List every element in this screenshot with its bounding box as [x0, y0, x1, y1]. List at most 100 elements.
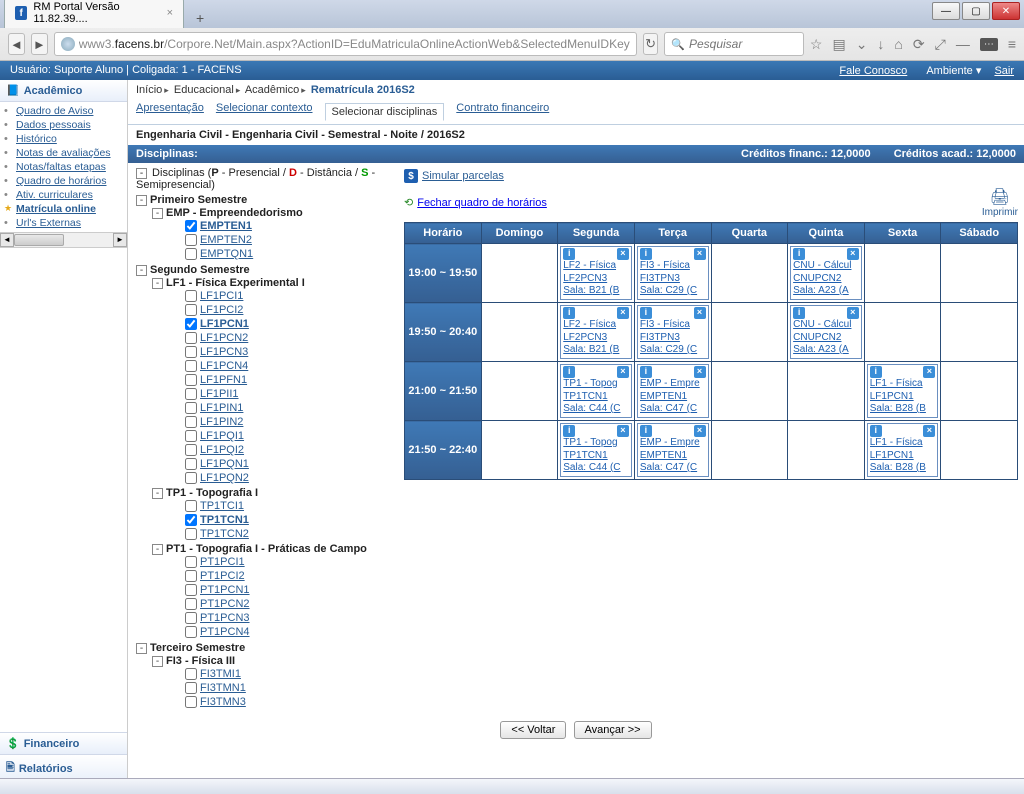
back-button[interactable]: ◄ — [8, 33, 25, 55]
class-card[interactable]: i×TP1 - TopogTP1TCN1Sala: C44 (C — [560, 364, 632, 418]
tree-toggle-icon[interactable]: - — [152, 488, 163, 499]
simular-parcelas-link[interactable]: Simular parcelas — [422, 170, 504, 182]
discipline-checkbox[interactable] — [185, 388, 197, 400]
remove-class-icon[interactable]: × — [617, 248, 629, 260]
remove-class-icon[interactable]: × — [694, 248, 706, 260]
tree-node-label[interactable]: PT1 - Topografia I - Práticas de Campo — [166, 543, 367, 555]
reload-button[interactable]: ↻ — [643, 33, 659, 55]
class-card[interactable]: i×FI3 - FísicaFI3TPN3Sala: C29 (C — [637, 246, 709, 300]
discipline-checkbox[interactable] — [185, 458, 197, 470]
tab[interactable]: Contrato financeiro — [456, 102, 549, 120]
remove-class-icon[interactable]: × — [694, 307, 706, 319]
discipline-checkbox[interactable] — [185, 514, 197, 526]
discipline-link[interactable]: TP1TCN1 — [200, 514, 249, 526]
discipline-checkbox[interactable] — [185, 430, 197, 442]
class-card[interactable]: i×CNU - CálculCNUPCN2Sala: A23 (A — [790, 246, 862, 300]
class-link[interactable]: Sala: B28 (B — [870, 403, 936, 416]
class-link[interactable]: Sala: C29 (C — [640, 344, 706, 357]
discipline-link[interactable]: LF1PCI2 — [200, 304, 243, 316]
class-card[interactable]: i×LF1 - FísicaLF1PCN1Sala: B28 (B — [867, 423, 939, 477]
discipline-link[interactable]: LF1PQI1 — [200, 430, 244, 442]
class-card[interactable]: i×TP1 - TopogTP1TCN1Sala: C44 (C — [560, 423, 632, 477]
class-link[interactable]: EMPTEN1 — [640, 450, 706, 463]
discipline-checkbox[interactable] — [185, 444, 197, 456]
class-link[interactable]: EMPTEN1 — [640, 391, 706, 404]
ext-dash-icon[interactable]: — — [956, 36, 970, 52]
tree-toggle-icon[interactable]: - — [136, 195, 147, 206]
discipline-checkbox[interactable] — [185, 248, 197, 260]
discipline-link[interactable]: LF1PIN2 — [200, 416, 243, 428]
remove-class-icon[interactable]: × — [617, 425, 629, 437]
class-link[interactable]: Sala: B21 (B — [563, 344, 629, 357]
discipline-link[interactable]: LF1PQI2 — [200, 444, 244, 456]
discipline-checkbox[interactable] — [185, 528, 197, 540]
class-link[interactable]: Sala: C44 (C — [563, 462, 629, 475]
tree-node-label[interactable]: LF1 - Física Experimental I — [166, 277, 305, 289]
discipline-link[interactable]: PT1PCN1 — [200, 584, 250, 596]
sidebar-item[interactable]: Dados pessoais — [16, 119, 91, 131]
os-taskbar[interactable] — [0, 778, 1024, 794]
class-link[interactable]: Sala: C44 (C — [563, 403, 629, 416]
downloads-icon[interactable]: ↓ — [877, 36, 884, 52]
discipline-checkbox[interactable] — [185, 500, 197, 512]
forward-button[interactable]: ► — [31, 33, 48, 55]
discipline-link[interactable]: LF1PIN1 — [200, 402, 243, 414]
menu-icon[interactable]: ≡ — [1008, 36, 1016, 52]
discipline-checkbox[interactable] — [185, 332, 197, 344]
discipline-link[interactable]: LF1PQN2 — [200, 472, 249, 484]
class-link[interactable]: LF1 - Física — [870, 378, 936, 391]
info-icon[interactable]: i — [640, 248, 652, 260]
info-icon[interactable]: i — [563, 425, 575, 437]
class-link[interactable]: Sala: A23 (A — [793, 285, 859, 298]
discipline-link[interactable]: PT1PCI1 — [200, 556, 245, 568]
discipline-link[interactable]: LF1PCN3 — [200, 346, 248, 358]
sync-icon[interactable]: ⟳ — [913, 36, 925, 53]
discipline-link[interactable]: LF1PCN4 — [200, 360, 248, 372]
browser-search[interactable]: 🔍 — [664, 32, 804, 56]
search-input[interactable] — [689, 37, 797, 51]
discipline-link[interactable]: PT1PCN3 — [200, 612, 250, 624]
class-link[interactable]: LF1PCN1 — [870, 391, 936, 404]
discipline-checkbox[interactable] — [185, 598, 197, 610]
class-card[interactable]: i×LF2 - FísicaLF2PCN3Sala: B21 (B — [560, 305, 632, 359]
tab[interactable]: Selecionar contexto — [216, 102, 313, 120]
class-link[interactable]: Sala: C47 (C — [640, 462, 706, 475]
info-icon[interactable]: i — [640, 307, 652, 319]
home-icon[interactable]: ⌂ — [894, 36, 902, 52]
discipline-checkbox[interactable] — [185, 416, 197, 428]
scroll-left-icon[interactable]: ◄ — [0, 233, 14, 247]
discipline-link[interactable]: LF1PII1 — [200, 388, 239, 400]
remove-class-icon[interactable]: × — [923, 425, 935, 437]
sidebar-hscroll[interactable]: ◄ ► — [0, 232, 127, 248]
fechar-quadro-link[interactable]: Fechar quadro de horários — [417, 197, 547, 209]
discipline-checkbox[interactable] — [185, 668, 197, 680]
class-link[interactable]: CNU - Cálcul — [793, 260, 859, 273]
info-icon[interactable]: i — [563, 366, 575, 378]
info-icon[interactable]: i — [793, 248, 805, 260]
voltar-button[interactable]: << Voltar — [500, 721, 566, 739]
address-bar[interactable]: www3.facens.br/Corpore.Net/Main.aspx?Act… — [54, 32, 637, 56]
class-link[interactable]: LF2 - Física — [563, 260, 629, 273]
discipline-link[interactable]: LF1PQN1 — [200, 458, 249, 470]
class-link[interactable]: TP1TCN1 — [563, 450, 629, 463]
tree-node-label[interactable]: FI3 - Física III — [166, 655, 235, 667]
tree-toggle-icon[interactable]: - — [152, 544, 163, 555]
reader-icon[interactable]: ▤ — [832, 36, 845, 53]
tree-toggle-icon[interactable]: - — [136, 265, 147, 276]
tab[interactable]: Selecionar disciplinas — [325, 103, 445, 121]
discipline-checkbox[interactable] — [185, 318, 197, 330]
remove-class-icon[interactable]: × — [617, 366, 629, 378]
close-window-button[interactable]: ✕ — [992, 2, 1020, 20]
refresh-icon[interactable]: ⟲ — [404, 196, 413, 209]
class-link[interactable]: FI3 - Física — [640, 319, 706, 332]
discipline-checkbox[interactable] — [185, 696, 197, 708]
fullscreen-icon[interactable]: ⤢ — [935, 36, 946, 53]
discipline-checkbox[interactable] — [185, 556, 197, 568]
tree-node-label[interactable]: Primeiro Semestre — [150, 194, 247, 206]
discipline-checkbox[interactable] — [185, 472, 197, 484]
class-card[interactable]: i×EMP - EmpreEMPTEN1Sala: C47 (C — [637, 423, 709, 477]
info-icon[interactable]: i — [870, 425, 882, 437]
avancar-button[interactable]: Avançar >> — [574, 721, 652, 739]
discipline-link[interactable]: PT1PCN4 — [200, 626, 250, 638]
class-card[interactable]: i×LF1 - FísicaLF1PCN1Sala: B28 (B — [867, 364, 939, 418]
